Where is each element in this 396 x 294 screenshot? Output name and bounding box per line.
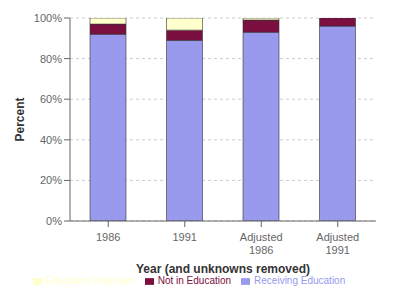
svg-text:100%: 100% <box>34 12 62 24</box>
html-text:Not in Education: Not in Education <box>157 275 232 286</box>
svg-text:20%: 20% <box>40 174 62 186</box>
svg-text:60%: 60% <box>40 93 62 105</box>
html-text:Receiving Education: Receiving Education <box>254 275 346 286</box>
svg-text:Adjusted1986: Adjusted1986 <box>240 231 283 256</box>
svg-text:80%: 80% <box>40 53 62 65</box>
svg-text:Percent: Percent <box>13 97 27 141</box>
svg-text:Adjusted1991: Adjusted1991 <box>316 231 359 256</box>
svg-text:1986: 1986 <box>96 231 120 243</box>
html-text:Education Unknown: Education Unknown <box>45 275 135 286</box>
svg-text:Year (and unknowns removed): Year (and unknowns removed) <box>136 262 310 276</box>
svg-text:40%: 40% <box>40 134 62 146</box>
svg-text:1991: 1991 <box>173 231 197 243</box>
svg-text:0%: 0% <box>46 215 62 227</box>
